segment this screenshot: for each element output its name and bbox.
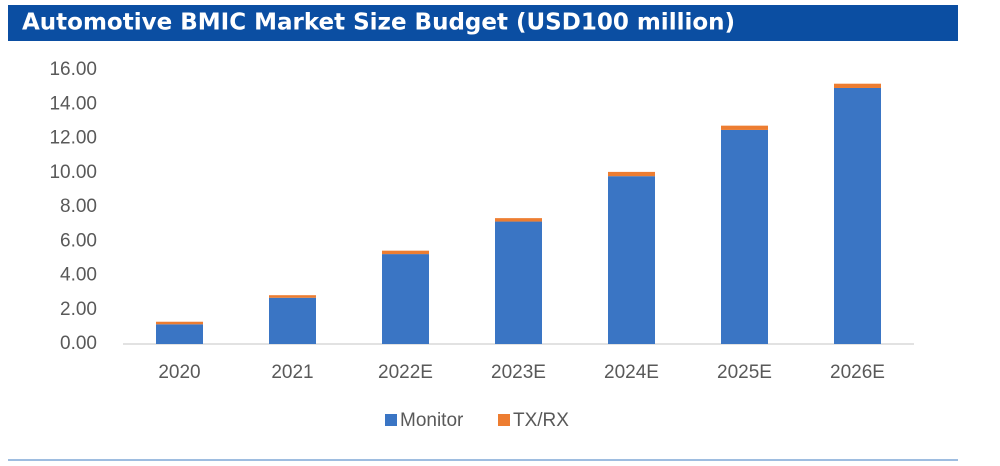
chart-title: Automotive BMIC Market Size Budget (USD1… <box>22 10 735 36</box>
x-tick-label: 2020 <box>158 362 200 383</box>
bar-segment <box>834 87 881 344</box>
title-banner <box>8 5 958 41</box>
y-tick-label: 14.00 <box>49 93 97 114</box>
x-tick-label: 2026E <box>830 362 885 383</box>
bar-segment <box>156 321 203 325</box>
legend-label: TX/RX <box>513 410 569 431</box>
y-tick-label: 2.00 <box>60 299 97 320</box>
bar-segment <box>156 324 203 344</box>
legend-label: Monitor <box>400 410 464 431</box>
y-tick-label: 0.00 <box>60 333 97 354</box>
bar-segment <box>495 218 542 222</box>
bar-segment <box>269 297 316 344</box>
bar-segment <box>721 129 768 344</box>
y-tick-label: 8.00 <box>60 196 97 217</box>
x-tick-label: 2025E <box>717 362 772 383</box>
bar-segment <box>608 171 655 177</box>
bar-segment <box>721 125 768 130</box>
bar-segment <box>382 254 429 344</box>
y-tick-label: 16.00 <box>49 59 97 80</box>
legend-swatch <box>385 414 397 426</box>
bar-segment <box>608 176 655 344</box>
x-tick-label: 2022E <box>378 362 433 383</box>
bar-segment <box>495 221 542 344</box>
legend-swatch <box>498 414 510 426</box>
bar-segment <box>269 295 316 298</box>
x-tick-label: 2023E <box>491 362 546 383</box>
x-tick-label: 2024E <box>604 362 659 383</box>
y-tick-label: 4.00 <box>60 265 97 286</box>
y-tick-label: 6.00 <box>60 230 97 251</box>
x-tick-label: 2021 <box>271 362 313 383</box>
bar-segment <box>382 250 429 255</box>
y-tick-label: 10.00 <box>49 162 97 183</box>
bar-segment <box>834 83 881 88</box>
y-tick-label: 12.00 <box>49 128 97 149</box>
